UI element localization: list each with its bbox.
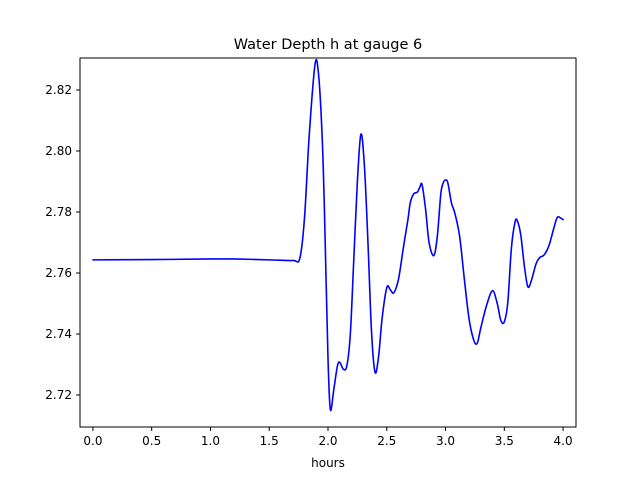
x-tick-label: 2.5 (377, 434, 396, 448)
x-axis-label: hours (311, 456, 345, 470)
y-tick-label: 2.76 (45, 266, 72, 280)
x-tick-label: 4.0 (554, 434, 573, 448)
x-axis: 0.0 0.5 1.0 1.5 2.0 2.5 3.0 3.5 4.0 (83, 427, 573, 448)
x-tick-label: 3.0 (436, 434, 455, 448)
x-tick-label: 3.5 (495, 434, 514, 448)
y-tick-label: 2.82 (45, 83, 72, 97)
chart-title: Water Depth h at gauge 6 (234, 37, 422, 53)
series-line-water-depth (92, 58, 564, 412)
y-tick-label: 2.72 (45, 388, 72, 402)
y-tick-label: 2.80 (45, 144, 72, 158)
y-tick-label: 2.78 (45, 205, 72, 219)
x-tick-label: 0.0 (83, 434, 102, 448)
x-tick-label: 1.0 (201, 434, 220, 448)
y-tick-label: 2.74 (45, 327, 72, 341)
x-tick-label: 1.5 (260, 434, 279, 448)
x-tick-label: 2.0 (318, 434, 337, 448)
y-axis: 2.72 2.74 2.76 2.78 2.80 2.82 (45, 83, 80, 402)
x-tick-label: 0.5 (142, 434, 161, 448)
